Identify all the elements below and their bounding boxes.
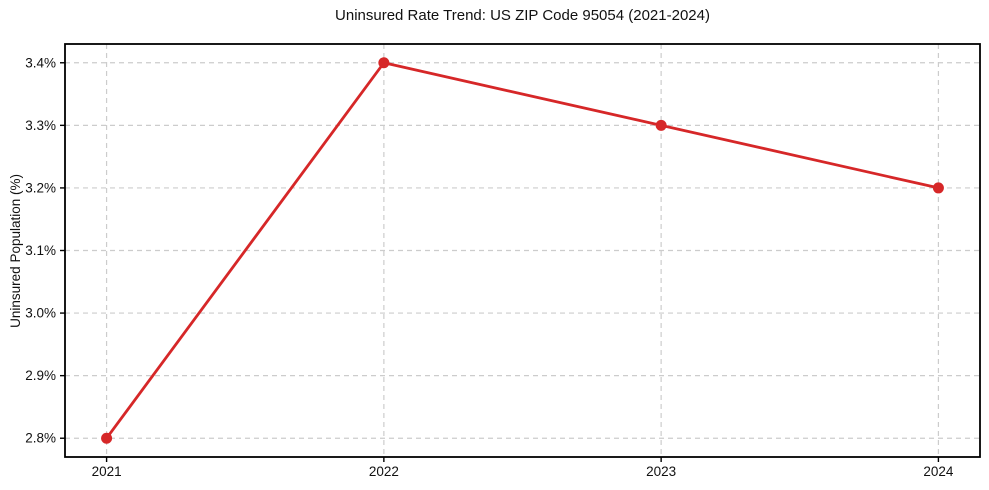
x-tick-label: 2022 [369,464,399,479]
data-point-marker [378,57,390,69]
series-line [105,61,940,440]
y-tick-label: 3.1% [25,243,56,258]
data-point-marker [932,182,944,194]
x-tick-label: 2021 [92,464,122,479]
y-tick-label: 2.9% [25,368,56,383]
x-tick-label: 2024 [923,464,954,479]
x-tick-label: 2023 [646,464,676,479]
data-point-marker [655,119,667,131]
y-tick-label: 3.0% [25,306,56,321]
chart-title: Uninsured Rate Trend: US ZIP Code 95054 … [335,7,710,24]
y-tick-label: 3.2% [25,180,56,195]
data-point-marker [101,432,113,444]
y-tick-label: 2.8% [25,431,56,446]
y-tick-label: 3.3% [25,118,56,133]
y-tick-label: 3.4% [25,55,56,70]
